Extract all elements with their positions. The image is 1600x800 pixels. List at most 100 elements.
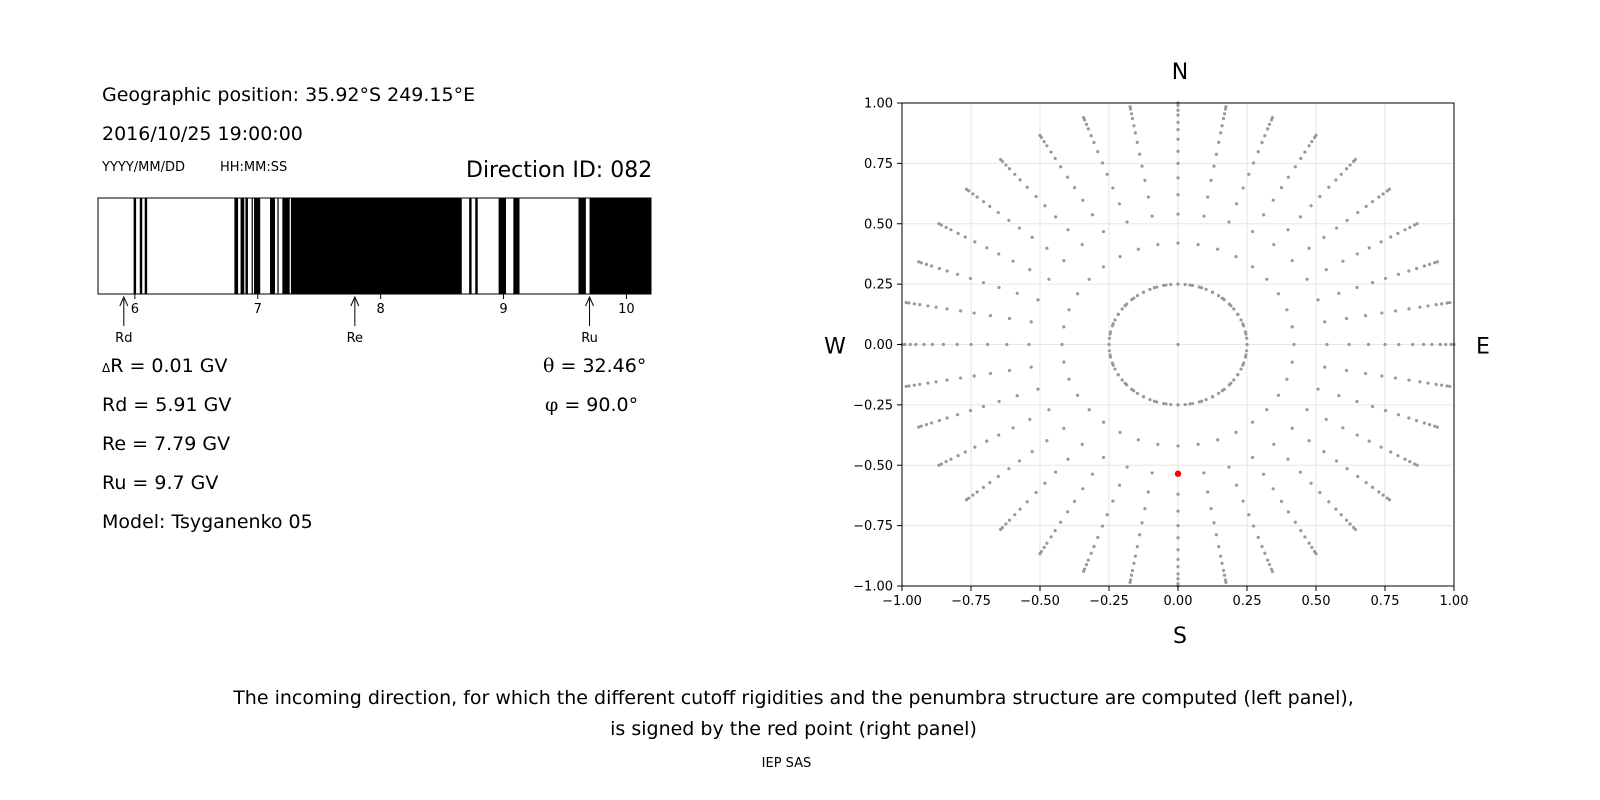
x-tick-label: −0.75 (951, 594, 991, 609)
direction-point (1356, 474, 1360, 479)
direction-point (1285, 377, 1289, 381)
compass-south: S (1173, 624, 1187, 649)
theta-angle: θ = 32.46° (543, 355, 646, 377)
direction-point (1136, 438, 1140, 442)
direction-point (1290, 325, 1294, 329)
direction-point (1227, 383, 1231, 387)
direction-point (1128, 578, 1133, 582)
direction-point (1204, 398, 1208, 402)
direction-point (1316, 387, 1320, 391)
direction-point (1344, 167, 1349, 171)
direction-point (1209, 507, 1213, 511)
direction-point (1059, 165, 1063, 169)
direction-point (1128, 580, 1132, 584)
direction-id: Direction ID: 082 (466, 158, 653, 183)
direction-point (1286, 228, 1290, 232)
direction-point (1130, 298, 1134, 302)
direction-point (1379, 240, 1383, 244)
direction-point (1090, 213, 1095, 217)
direction-point (1396, 453, 1400, 458)
direction-point (1324, 417, 1328, 421)
direction-point (1107, 342, 1111, 347)
forbidden-band (234, 198, 239, 294)
direction-point (996, 210, 1000, 215)
direction-point (949, 228, 953, 232)
direction-point (1234, 430, 1238, 434)
x-tick-label: −0.50 (1020, 594, 1060, 609)
direction-point (981, 280, 986, 285)
direction-point (1334, 507, 1338, 511)
direction-point (997, 433, 1001, 437)
direction-point (1234, 202, 1239, 206)
direction-point (1434, 303, 1438, 307)
direction-point (1081, 198, 1085, 202)
marker-label-re: Re (347, 331, 363, 346)
direction-point (1224, 580, 1228, 584)
direction-point (924, 262, 929, 266)
direction-point (1250, 420, 1255, 424)
direction-point (1155, 400, 1159, 404)
direction-point (1363, 371, 1368, 376)
direction-point (1132, 124, 1136, 128)
direction-point (1216, 294, 1221, 298)
direction-point (1270, 115, 1274, 120)
direction-point (908, 342, 912, 347)
direction-point (1176, 127, 1180, 132)
direction-point (1339, 172, 1343, 176)
direction-point (1305, 408, 1309, 412)
direction-point (1236, 312, 1240, 316)
direction-point (1276, 292, 1280, 296)
direction-point (922, 342, 926, 347)
direction-point (1108, 330, 1113, 334)
direction-point (1066, 175, 1070, 179)
time-format: HH:MM:SS (220, 160, 288, 175)
direction-point (1415, 418, 1419, 423)
direction-point (1307, 246, 1311, 250)
direction-point (1279, 186, 1284, 190)
forbidden-band (469, 198, 472, 294)
direction-point (1422, 421, 1426, 425)
direction-point (1086, 558, 1090, 562)
direction-point (1216, 247, 1220, 251)
direction-point (1344, 518, 1349, 522)
datetime: 2016/10/25 19:00:00 (102, 123, 303, 145)
direction-point (1045, 144, 1049, 148)
direction-point (1322, 235, 1326, 239)
direction-point (1251, 161, 1256, 165)
penumbra-chart: 6 7 8 9 10 Rd Re Ru (97, 197, 652, 346)
direction-point (1389, 235, 1393, 239)
forbidden-band (240, 198, 245, 294)
direction-point (972, 374, 976, 378)
direction-point (1387, 498, 1392, 502)
direction-point (1448, 384, 1452, 389)
direction-point (1017, 459, 1022, 463)
forbidden-band (589, 198, 651, 294)
direction-point (988, 313, 993, 318)
direction-point (1272, 442, 1276, 446)
direction-point (1299, 156, 1303, 160)
penumbra-tick-label: 7 (254, 302, 262, 317)
direction-point (1263, 551, 1267, 555)
direction-point (1396, 413, 1401, 417)
direction-point (930, 421, 934, 425)
direction-point (1011, 259, 1015, 263)
direction-point (1092, 544, 1096, 549)
direction-point (904, 300, 908, 305)
forbidden-band (277, 198, 279, 294)
direction-point (1029, 365, 1033, 369)
direction-point (1176, 524, 1180, 528)
direction-point (1223, 578, 1228, 582)
direction-point (945, 269, 949, 273)
direction-point (998, 157, 1003, 162)
direction-point (1223, 107, 1228, 111)
direction-point (1053, 529, 1057, 533)
direction-point (1043, 204, 1047, 208)
direction-point (1241, 499, 1245, 503)
theta-symbol: θ (543, 355, 555, 377)
direction-point (1337, 394, 1341, 398)
direction-point (1176, 161, 1180, 165)
direction-point (1448, 300, 1452, 305)
direction-point (1261, 213, 1266, 217)
direction-point (1176, 176, 1180, 180)
direction-point (1366, 342, 1371, 347)
